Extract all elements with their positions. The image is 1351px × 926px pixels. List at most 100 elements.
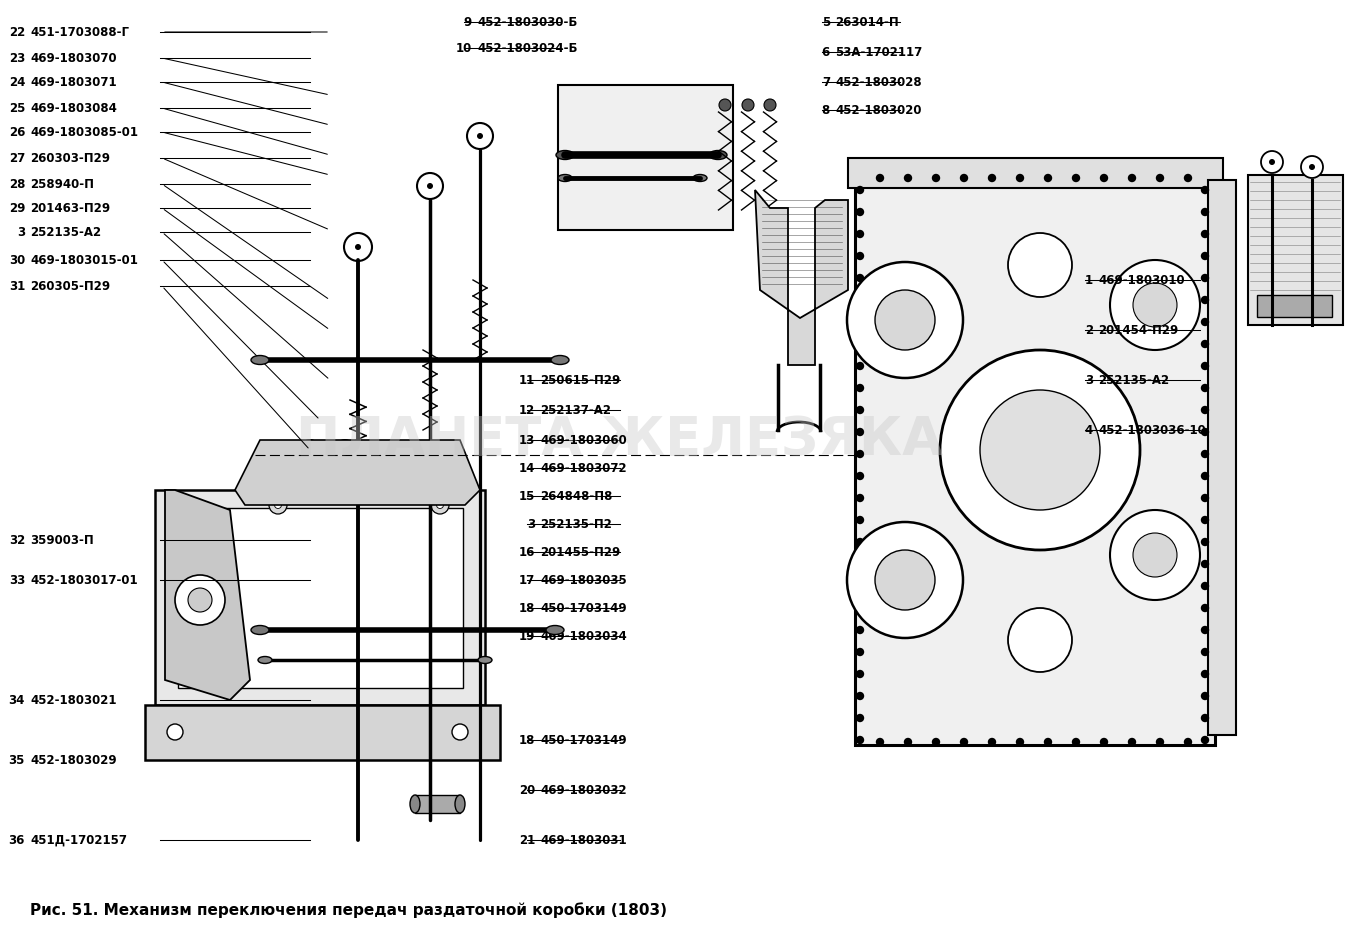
Circle shape [1201, 208, 1209, 216]
Text: 24: 24 [8, 76, 26, 89]
Circle shape [847, 262, 963, 378]
Ellipse shape [377, 442, 386, 446]
Circle shape [1201, 253, 1209, 259]
Text: 260303-П29: 260303-П29 [30, 152, 109, 165]
Circle shape [281, 478, 299, 496]
Circle shape [857, 715, 863, 721]
Text: 452-1803036-10: 452-1803036-10 [1098, 423, 1205, 436]
Text: 359003-П: 359003-П [30, 533, 93, 546]
Circle shape [1016, 739, 1024, 745]
Circle shape [847, 522, 963, 638]
Ellipse shape [558, 174, 571, 181]
Circle shape [453, 724, 467, 740]
Circle shape [932, 174, 939, 181]
Text: 36: 36 [8, 833, 26, 846]
Bar [380, 444, 385, 480]
Circle shape [857, 429, 863, 435]
Text: 25: 25 [8, 102, 26, 115]
Circle shape [1201, 274, 1209, 282]
Bar [558, 85, 734, 230]
Circle shape [1201, 560, 1209, 568]
Circle shape [742, 99, 754, 111]
Circle shape [857, 539, 863, 545]
Circle shape [1073, 739, 1079, 745]
Ellipse shape [258, 657, 272, 664]
Ellipse shape [455, 795, 465, 813]
Text: 3: 3 [527, 518, 535, 531]
Circle shape [1201, 736, 1209, 744]
Text: 469-1803071: 469-1803071 [30, 76, 116, 89]
Text: 452-1803029: 452-1803029 [30, 754, 116, 767]
Text: 451-1703088-Г: 451-1703088-Г [30, 26, 128, 39]
Text: 452-1803024-Б: 452-1803024-Б [477, 42, 577, 55]
Circle shape [274, 502, 281, 508]
Text: 258940-П: 258940-П [30, 178, 95, 191]
Text: 20: 20 [519, 783, 535, 796]
Circle shape [1044, 739, 1051, 745]
Ellipse shape [709, 151, 727, 159]
Text: 30: 30 [8, 254, 26, 267]
Circle shape [1201, 451, 1209, 457]
Polygon shape [165, 490, 250, 700]
Ellipse shape [551, 356, 569, 365]
Text: 252135-А2: 252135-А2 [1098, 373, 1169, 386]
Text: 260305-П29: 260305-П29 [30, 280, 111, 293]
Ellipse shape [305, 440, 315, 444]
Text: 469-1803015-01: 469-1803015-01 [30, 254, 138, 267]
Text: 2: 2 [1085, 323, 1093, 336]
Text: 33: 33 [8, 573, 26, 586]
Text: 34: 34 [8, 694, 26, 707]
Text: 53А-1702117: 53А-1702117 [835, 45, 923, 58]
Circle shape [1201, 429, 1209, 435]
Text: 19: 19 [519, 630, 535, 643]
Circle shape [1101, 739, 1108, 745]
Ellipse shape [546, 625, 563, 634]
Circle shape [989, 739, 996, 745]
Circle shape [412, 483, 419, 491]
Text: 469-1803072: 469-1803072 [540, 461, 627, 474]
Text: 6: 6 [821, 45, 830, 58]
Circle shape [477, 133, 484, 139]
Circle shape [1156, 739, 1163, 745]
Circle shape [857, 341, 863, 347]
Circle shape [1111, 260, 1200, 350]
Text: 13: 13 [519, 433, 535, 446]
Text: 28: 28 [8, 178, 26, 191]
Circle shape [857, 736, 863, 744]
Bar [178, 508, 463, 688]
Circle shape [1133, 533, 1177, 577]
Text: 27: 27 [8, 152, 26, 165]
Circle shape [1201, 384, 1209, 392]
Circle shape [1201, 605, 1209, 611]
Circle shape [336, 483, 343, 491]
Bar [415, 795, 459, 813]
Circle shape [1201, 670, 1209, 678]
Circle shape [1201, 407, 1209, 414]
Text: 11: 11 [519, 373, 535, 386]
Bar [307, 442, 313, 478]
Text: 12: 12 [519, 404, 535, 417]
Circle shape [1133, 283, 1177, 327]
Text: 9: 9 [463, 16, 471, 29]
Text: 469-1803032: 469-1803032 [540, 783, 627, 796]
Circle shape [176, 575, 226, 625]
Circle shape [857, 451, 863, 457]
Circle shape [857, 560, 863, 568]
Text: 35: 35 [8, 754, 26, 767]
Circle shape [1201, 186, 1209, 194]
Ellipse shape [251, 356, 269, 365]
Text: 23: 23 [8, 52, 26, 65]
Ellipse shape [251, 625, 269, 634]
Circle shape [979, 390, 1100, 510]
Circle shape [168, 724, 182, 740]
Text: 17: 17 [519, 573, 535, 586]
Ellipse shape [340, 440, 350, 444]
Circle shape [467, 123, 493, 149]
Circle shape [1201, 715, 1209, 721]
Text: 451Д-1702157: 451Д-1702157 [30, 833, 127, 846]
Circle shape [1269, 159, 1275, 165]
Circle shape [1185, 739, 1192, 745]
Text: 452-1803017-01: 452-1803017-01 [30, 573, 138, 586]
Text: 452-1803028: 452-1803028 [835, 76, 921, 89]
Circle shape [857, 296, 863, 304]
